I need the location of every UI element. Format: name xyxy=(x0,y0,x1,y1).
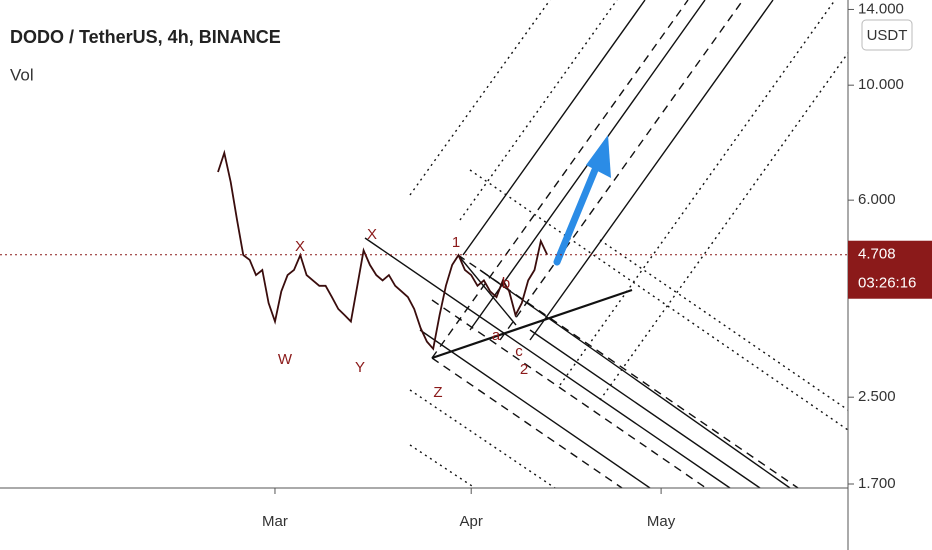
y-tick-label: 10.000 xyxy=(858,76,904,93)
solid-line xyxy=(479,269,791,489)
wave-label: X xyxy=(367,226,377,243)
solid-line xyxy=(529,329,761,489)
dotted-line xyxy=(409,444,476,489)
wave-label: 2 xyxy=(520,361,528,378)
dotted-line xyxy=(559,0,836,386)
y-tick-label: 14.000 xyxy=(858,0,904,17)
solid-line xyxy=(457,254,517,326)
arrow xyxy=(553,135,611,266)
wave-label: a xyxy=(492,327,501,344)
wave-label: b xyxy=(502,275,510,292)
dotted-line xyxy=(599,52,849,401)
trend-line xyxy=(431,288,633,360)
wave-label: 1 xyxy=(452,234,460,251)
y-tick-label: 6.000 xyxy=(858,191,896,208)
currency-label[interactable]: USDT xyxy=(867,27,908,44)
wave-label: X xyxy=(295,238,305,255)
countdown: 03:26:16 xyxy=(858,275,916,292)
currency-button[interactable] xyxy=(861,19,913,51)
dotted-line xyxy=(409,0,551,196)
arrow-head xyxy=(586,135,611,178)
wave-label: Y xyxy=(355,359,365,376)
solid-line xyxy=(364,237,731,489)
wave-label: W xyxy=(278,351,293,368)
arrow-shaft xyxy=(553,161,601,266)
dashed-line xyxy=(431,0,689,359)
solid-line xyxy=(529,0,774,341)
wave-label: c xyxy=(515,343,523,360)
wave-label: Z xyxy=(433,384,442,401)
x-tick-label: May xyxy=(647,513,676,530)
x-tick-label: Mar xyxy=(262,513,288,530)
chart-title: DODO / TetherUS, 4h, BINANCE xyxy=(10,27,281,47)
price-line xyxy=(217,149,549,351)
last-price-label: 4.708 xyxy=(858,246,896,263)
dotted-line xyxy=(469,169,849,431)
y-tick-label: 2.500 xyxy=(858,388,896,405)
dotted-line xyxy=(409,389,556,489)
solid-line xyxy=(462,0,646,256)
dotted-line xyxy=(599,239,849,411)
subtitle: Vol xyxy=(10,65,34,84)
dashed-line xyxy=(431,357,623,489)
pitchfork-drawings xyxy=(364,0,849,489)
x-tick-label: Apr xyxy=(460,513,483,530)
last-price-box xyxy=(848,240,932,299)
y-tick-label: 1.700 xyxy=(858,475,896,492)
solid-line xyxy=(419,329,651,489)
dashed-line xyxy=(457,254,799,489)
